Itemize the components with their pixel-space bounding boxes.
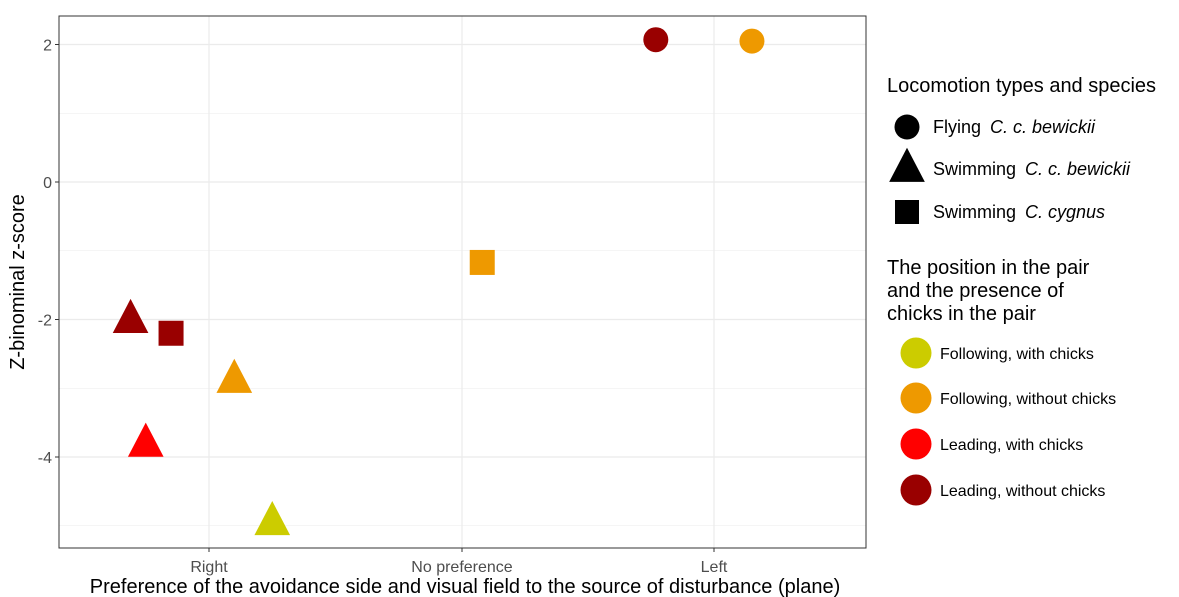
legend-key-triangle [889, 147, 925, 182]
y-tick-label: 0 [43, 175, 52, 192]
x-tick-label: Left [701, 559, 728, 576]
y-axis-title: Z-binominal z-score [7, 194, 29, 370]
data-point-triangle [254, 501, 291, 536]
legend-species: C. c. bewickii [990, 117, 1096, 137]
legend-key-circle [894, 114, 920, 140]
shape-legend-title: Locomotion types and species [887, 75, 1156, 97]
legend-species: C. cygnus [1025, 202, 1105, 222]
shape-legend-label: Swimming C. c. bewickii [933, 159, 1131, 179]
grid-lines [59, 16, 866, 548]
color-legend-title-line-2: and the presence of [887, 280, 1064, 302]
shape-legend-label: Flying C. c. bewickii [933, 117, 1096, 137]
x-tick-label: No preference [411, 559, 512, 576]
data-point-square [158, 320, 184, 346]
legend-color-swatch [900, 382, 932, 414]
x-tick-label: Right [190, 559, 228, 576]
legend-locomotion: Swimming [933, 202, 1021, 222]
data-point-circle [643, 27, 669, 53]
data-point-square [469, 249, 495, 275]
legend-locomotion: Swimming [933, 159, 1021, 179]
y-tick-label: 2 [43, 38, 52, 55]
legend-species: C. c. bewickii [1025, 159, 1131, 179]
data-point-triangle [112, 298, 149, 334]
data-points [112, 27, 765, 536]
legend-key-square [895, 200, 919, 224]
x-axis-ticks: Right No preference Left [190, 548, 728, 576]
color-legend-label: Leading, without chicks [940, 483, 1105, 500]
data-point-triangle [127, 422, 164, 457]
color-legend-title: The position in the pair and the presenc… [887, 257, 1095, 325]
legend-color-swatch [900, 474, 932, 506]
y-axis-ticks: 2 0 -2 -4 [38, 38, 59, 467]
data-point-circle [739, 28, 765, 54]
shape-legend-label: Swimming C. cygnus [933, 202, 1105, 222]
color-legend-title-line-3: chicks in the pair [887, 303, 1036, 325]
color-legend-items: Following, with chicks Following, without… [900, 337, 1116, 506]
legend: Locomotion types and species Flying C. c… [887, 75, 1156, 506]
legend-color-swatch [900, 337, 932, 369]
color-legend-title-line-1: The position in the pair [887, 257, 1090, 279]
color-legend-label: Following, with chicks [940, 346, 1094, 363]
legend-color-swatch [900, 428, 932, 460]
data-point-triangle [216, 358, 253, 393]
y-tick-label: -4 [38, 450, 52, 467]
legend-locomotion: Flying [933, 117, 986, 137]
color-legend-label: Following, without chicks [940, 391, 1116, 408]
x-axis-title: Preference of the avoidance side and vis… [90, 576, 840, 597]
color-legend-label: Leading, with chicks [940, 437, 1083, 454]
y-tick-label: -2 [38, 313, 52, 330]
